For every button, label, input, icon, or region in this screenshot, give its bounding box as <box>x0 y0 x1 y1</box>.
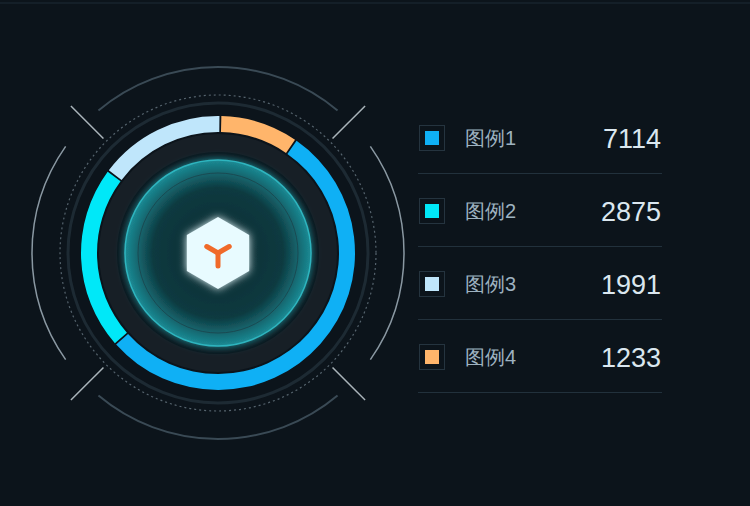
legend-separator <box>418 173 662 174</box>
legend-box <box>420 126 445 151</box>
diagonal-tick <box>333 368 366 401</box>
ring <box>68 103 368 403</box>
legend-separator <box>418 319 662 320</box>
legend-separator <box>418 246 662 247</box>
legend: 图例1 7114 图例2 2875 图例3 1991 图例4 1233 <box>418 124 662 393</box>
center-icon <box>187 217 249 289</box>
legend-swatch <box>425 131 439 145</box>
dashed-ring <box>60 95 376 411</box>
legend-box <box>420 199 445 224</box>
diagonal-tick <box>333 106 366 139</box>
inner-ring <box>138 173 298 333</box>
legend-separator <box>418 392 662 393</box>
legend-box <box>420 272 445 297</box>
background <box>0 0 750 506</box>
donut-slice <box>81 172 127 343</box>
top-border <box>0 3 750 4</box>
legend-label: 图例2 <box>465 200 516 222</box>
donut-slice <box>109 116 220 180</box>
legend-value: 1233 <box>601 343 661 373</box>
chart: 图例1 7114 图例2 2875 图例3 1991 图例4 1233 <box>0 0 750 506</box>
donut-slice <box>221 116 295 153</box>
legend-label: 图例3 <box>465 273 516 295</box>
legend-swatch <box>425 204 439 218</box>
donut-slice <box>116 141 355 390</box>
legend-value: 1991 <box>601 270 661 300</box>
donut <box>81 116 355 390</box>
legend-value: 2875 <box>601 197 661 227</box>
inner-disc <box>125 160 311 346</box>
legend-swatch <box>425 350 439 364</box>
legend-swatch <box>425 277 439 291</box>
legend-label: 图例1 <box>465 127 516 149</box>
center-icon-prong <box>218 247 229 254</box>
legend-label: 图例4 <box>465 346 516 368</box>
legend-box <box>420 345 445 370</box>
decoration <box>32 67 404 439</box>
legend-value: 7114 <box>603 124 661 154</box>
diagonal-tick <box>71 368 104 401</box>
inner-track <box>108 143 328 363</box>
diagonal-tick <box>71 106 104 139</box>
